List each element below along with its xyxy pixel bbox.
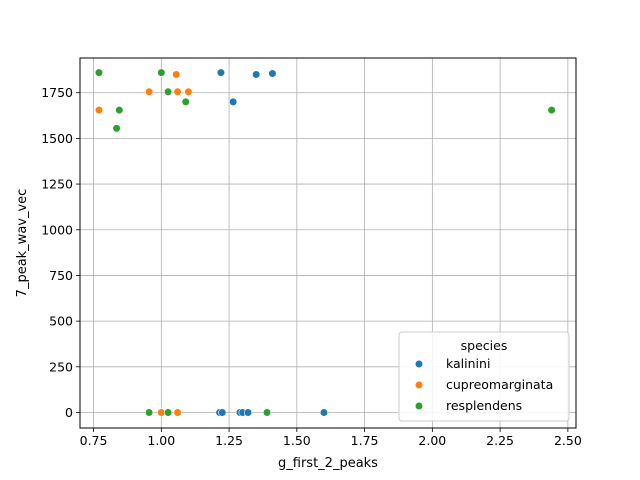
- axis-ticks: 0.75 1.00 1.25 1.50 1.75 2.00 2.25 2.50 0 250 500 7…: [41, 85, 582, 448]
- data-point-resplendens: [262, 408, 272, 417]
- data-point-kalinini: [229, 97, 238, 106]
- x-axis-label: g_first_2_peaks: [278, 456, 378, 471]
- x-tick-label: 2.25: [486, 433, 514, 448]
- data-point-resplendens: [547, 105, 556, 115]
- data-point-cupreomarginata: [145, 87, 154, 96]
- data-point-cupreomarginata: [184, 87, 193, 96]
- y-tick-label: 500: [49, 314, 73, 329]
- data-point-resplendens: [145, 408, 154, 417]
- data-point-cupreomarginata: [172, 70, 181, 79]
- data-point-kalinini: [319, 408, 329, 417]
- data-point-resplendens: [115, 105, 124, 115]
- data-point-resplendens: [163, 87, 173, 96]
- data-point-kalinini: [216, 68, 226, 77]
- data-point-cupreomarginata: [157, 408, 166, 417]
- x-tick-label: 2.50: [554, 433, 582, 448]
- data-point-resplendens: [181, 97, 190, 106]
- legend-label-resplendens: resplendens: [446, 398, 522, 413]
- legend-label-cupreomarginata: cupreomarginata: [446, 377, 553, 392]
- x-tick-label: 1.50: [283, 433, 311, 448]
- y-tick-label: 1750: [41, 85, 73, 100]
- y-tick-label: 1000: [41, 222, 73, 237]
- data-point-cupreomarginata: [173, 87, 182, 96]
- data-point-resplendens: [163, 408, 173, 417]
- x-tick-label: 1.00: [147, 433, 175, 448]
- legend-title: species: [461, 338, 508, 353]
- data-point-resplendens: [94, 68, 104, 77]
- legend-entries: kalinini cupreomarginata resplendens: [414, 356, 553, 413]
- grid-lines: [80, 58, 576, 428]
- legend-label-kalinini: kalinini: [446, 356, 490, 371]
- legend: species kalinini cupreomarginata resplende…: [398, 331, 570, 422]
- legend-marker-cupreomarginata: [414, 380, 424, 390]
- y-axis-label: 7_peak_wav_vec: [15, 189, 30, 298]
- legend-marker-resplendens: [414, 401, 424, 411]
- plot-frame: [79, 57, 577, 429]
- x-tick-label: 1.25: [215, 433, 243, 448]
- data-point-resplendens: [157, 68, 166, 77]
- data-point-kalinini: [218, 408, 227, 417]
- data-points: [94, 68, 556, 417]
- y-tick-label: 250: [49, 359, 73, 374]
- data-point-cupreomarginata: [94, 105, 104, 115]
- y-tick-label: 1500: [41, 131, 73, 146]
- data-point-resplendens: [112, 124, 121, 133]
- data-point-kalinini: [252, 70, 261, 79]
- y-tick-label: 1250: [41, 177, 73, 192]
- data-point-kalinini: [243, 408, 253, 417]
- data-point-kalinini: [268, 69, 277, 78]
- data-point-cupreomarginata: [173, 408, 182, 417]
- y-tick-label: 0: [65, 405, 73, 420]
- legend-marker-kalinini: [414, 359, 424, 369]
- y-tick-label: 750: [49, 268, 73, 283]
- x-tick-label: 0.75: [80, 433, 108, 448]
- legend-box: [398, 331, 570, 422]
- x-tick-label: 2.00: [418, 433, 446, 448]
- x-tick-label: 1.75: [351, 433, 379, 448]
